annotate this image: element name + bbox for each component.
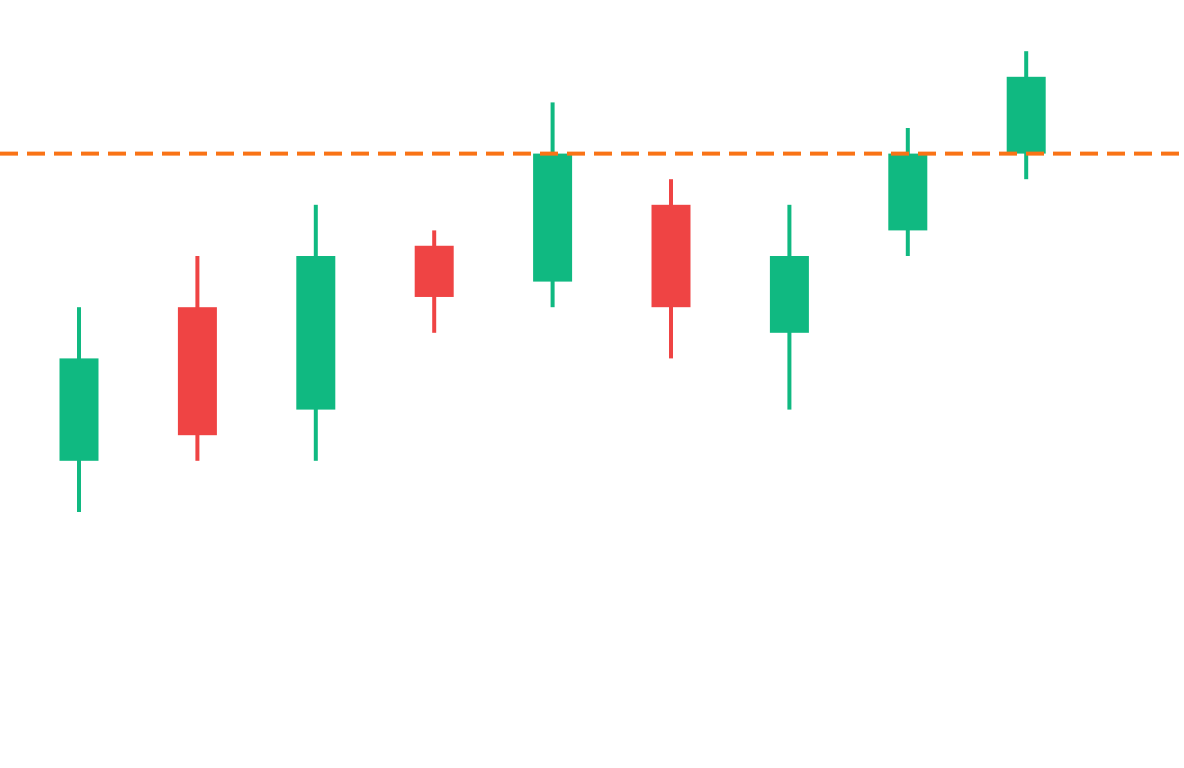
- candle-body-3-up: [296, 256, 336, 410]
- candle-body-8-up: [888, 153, 928, 231]
- candle-body-6-down: [651, 204, 691, 308]
- candle-body-5-up: [533, 153, 573, 282]
- candle-body-1-up: [59, 358, 99, 461]
- candle-body-7-up: [769, 256, 809, 333]
- candle-body-2-down: [177, 307, 217, 436]
- candle-body-4-down: [414, 245, 454, 297]
- candle-body-9-up: [1006, 76, 1046, 154]
